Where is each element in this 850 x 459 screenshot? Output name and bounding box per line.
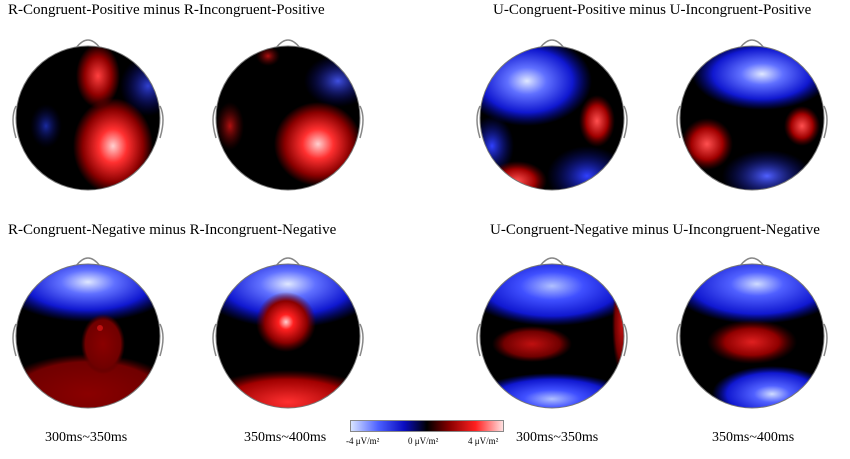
topomap-u-positive-300-350 — [472, 26, 632, 196]
panel-title-r-negative: R-Congruent-Negative minus R-Incongruent… — [8, 222, 337, 238]
topomap-r-positive-350-400 — [208, 26, 368, 196]
colorbar-gradient — [350, 420, 504, 432]
colorbar-max-label: 4 μV/m² — [468, 436, 499, 446]
topomap-r-negative-350-400 — [208, 244, 368, 414]
colorbar-mid-label: 0 μV/m² — [408, 436, 439, 446]
panel-title-u-positive: U-Congruent-Positive minus U-Incongruent… — [493, 2, 812, 18]
panel-title-u-negative: U-Congruent-Negative minus U-Incongruent… — [490, 222, 820, 238]
panel-title-r-positive: R-Congruent-Positive minus R-Incongruent… — [8, 2, 325, 18]
topomap-u-positive-350-400 — [672, 26, 832, 196]
topomap-u-negative-300-350 — [472, 244, 632, 414]
time-label-left-1: 300ms~350ms — [45, 430, 128, 445]
time-label-right-2: 350ms~400ms — [712, 430, 795, 445]
topomap-r-positive-300-350 — [8, 26, 168, 196]
time-label-right-1: 300ms~350ms — [516, 430, 599, 445]
topomap-r-negative-300-350 — [8, 244, 168, 414]
topomap-u-negative-350-400 — [672, 244, 832, 414]
colorbar-legend: -4 μV/m² 0 μV/m² 4 μV/m² — [346, 420, 504, 446]
colorbar-min-label: -4 μV/m² — [346, 436, 380, 446]
time-label-left-2: 350ms~400ms — [244, 430, 327, 445]
